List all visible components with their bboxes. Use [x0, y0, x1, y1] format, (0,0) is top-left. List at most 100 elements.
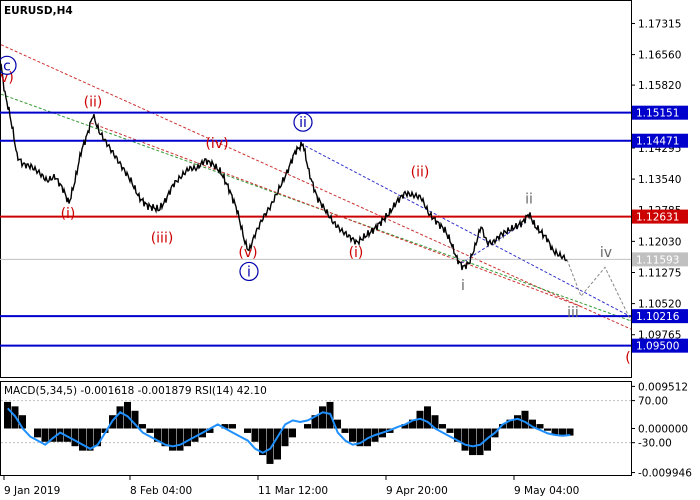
time-axis: 9 Jan 2019 8 Feb 04:00 11 Mar 12:00 9 Apr 2… — [3, 475, 579, 497]
macd-bar — [154, 428, 161, 442]
macd-bar — [476, 428, 484, 456]
indicator-tick-label: -0.009946 — [638, 468, 692, 480]
rsi-line — [7, 407, 571, 454]
channel-line — [0, 44, 632, 330]
price-level-tag — [632, 338, 688, 353]
wave-circle-label: i — [247, 264, 251, 280]
macd-bar — [431, 415, 439, 429]
macd-bar — [266, 428, 274, 464]
wave-label: (v) — [238, 245, 257, 261]
price-tick-label: 1.16560 — [638, 50, 681, 62]
wave-circle-label: ii — [299, 115, 307, 131]
macd-bar — [289, 428, 296, 438]
macd-bar — [454, 428, 461, 442]
wave-label: (ii) — [84, 95, 103, 111]
price-level-tag — [632, 133, 688, 148]
macd-bar — [34, 428, 41, 438]
wave-circle-label: c — [3, 58, 11, 74]
macd-bar — [319, 406, 326, 429]
indicator-title: MACD(5,34,5) -0.001618 -0.001879 RSI(14)… — [4, 385, 267, 397]
macd-bar — [439, 424, 446, 429]
macd-bar — [4, 401, 11, 429]
macd-bar — [191, 428, 199, 442]
wave-label: (i) — [61, 206, 76, 222]
price-panel — [0, 0, 632, 378]
channel-line — [460, 221, 527, 264]
macd-bar — [229, 424, 236, 429]
price-level-tag — [632, 209, 688, 224]
macd-bar — [116, 406, 124, 429]
current-price-tag — [632, 252, 688, 267]
wave-circle — [293, 112, 313, 132]
macd-bar — [559, 428, 566, 437]
time-tick-label: 9 Jan 2019 — [4, 485, 60, 497]
macd-bar — [274, 428, 281, 460]
wave-label: (i) — [349, 245, 364, 261]
macd-bar — [41, 428, 49, 442]
macd-bar — [566, 428, 574, 436]
channel-line — [90, 122, 582, 307]
macd-bar — [424, 406, 431, 429]
indicator-tick-label: 0.000000 — [638, 424, 688, 436]
time-tick-label: 9 May 04:00 — [514, 485, 579, 497]
wave-label: iv — [600, 245, 612, 261]
macd-bar — [79, 428, 86, 451]
macd-bar — [514, 415, 521, 429]
macd-bar — [311, 415, 319, 429]
macd-bar — [71, 428, 79, 447]
wave-circle — [239, 261, 259, 282]
price-series-group — [0, 63, 568, 271]
macd-bar — [206, 428, 214, 433]
time-tick-label: 8 Feb 04:00 — [130, 485, 192, 497]
macd-bar — [334, 419, 341, 429]
wave-labels: v)(ii)(iv)(i)(iii)(v)(ii)(i)iiiiiiiv(cii… — [0, 55, 631, 366]
macd-bar — [94, 428, 101, 447]
wave-label: (iv) — [205, 136, 228, 152]
forecast-path — [566, 259, 632, 322]
price-tick-label: 1.15820 — [638, 80, 681, 92]
macd-bar — [281, 428, 289, 447]
chart-title: EURUSD,H4 — [4, 5, 73, 17]
price-tick-label: 1.10520 — [638, 299, 681, 311]
macd-bar — [176, 428, 184, 451]
indicator-series: 0.009512 70.00 0.000000 -30.00 -0.009946 — [1, 381, 692, 480]
price-level-label: 1.09500 — [636, 341, 679, 353]
macd-bar — [244, 428, 251, 433]
macd-bar — [304, 424, 311, 429]
price-level-tag — [632, 309, 688, 324]
macd-bar — [446, 428, 454, 433]
price-axis: 1.173151.165601.158201.142951.135401.127… — [631, 18, 681, 342]
macd-bar — [349, 428, 356, 442]
wave-label: ( — [625, 350, 630, 366]
wave-label: (iii) — [151, 231, 174, 247]
macd-bar — [536, 424, 544, 429]
wave-label: (ii) — [411, 165, 430, 181]
macd-bar — [64, 428, 71, 442]
macd-bar — [146, 428, 154, 433]
macd-bar — [161, 428, 169, 447]
macd-bar — [139, 424, 146, 429]
wave-label: iii — [567, 305, 579, 321]
macd-bar — [341, 428, 349, 433]
macd-bar — [184, 428, 191, 447]
macd-bar — [56, 428, 64, 442]
price-level-label: 1.15151 — [636, 108, 679, 120]
wave-label: i — [461, 278, 465, 294]
macd-bar — [529, 419, 536, 429]
channel-line — [300, 143, 632, 318]
macd-bar — [544, 428, 551, 431]
price-level-label: 1.14471 — [636, 136, 679, 148]
macd-bar — [259, 428, 266, 456]
macd-bar — [221, 424, 229, 429]
macd-bar — [356, 428, 364, 447]
price-level-label: 1.12631 — [636, 212, 679, 224]
price-tick-label: 1.12030 — [638, 236, 681, 248]
trend-channels — [0, 44, 632, 330]
macd-bar — [49, 428, 56, 442]
indicator-tick-label: 0.009512 — [638, 381, 688, 393]
macd-bar — [551, 428, 559, 436]
macd-bar — [506, 419, 514, 429]
time-tick-label: 11 Mar 12:00 — [258, 485, 328, 497]
time-tick-label: 9 Apr 20:00 — [386, 485, 448, 497]
price-tick-label: 1.13540 — [638, 174, 681, 186]
